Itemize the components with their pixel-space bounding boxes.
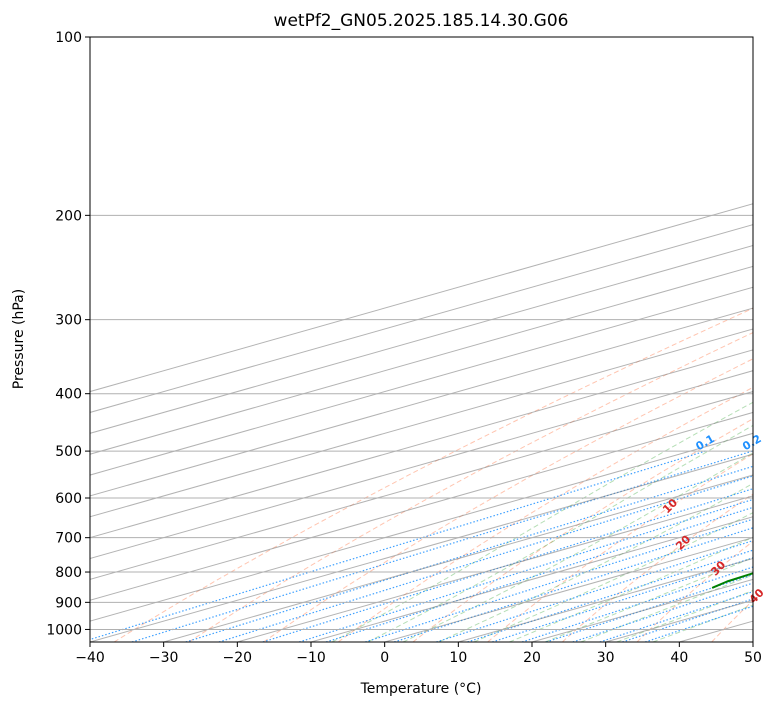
y-tick-label: 900 <box>55 595 82 611</box>
y-axis: 100 200 300 400 500 600 700 800 900 1000 <box>46 30 90 638</box>
x-axis: −40 −30 −20 −10 0 10 20 30 40 50 <box>75 642 762 666</box>
dry-adiabat <box>337 386 753 642</box>
x-tick-label: −10 <box>296 650 326 666</box>
isotherm <box>90 453 753 642</box>
pressure-gridlines <box>90 214 753 630</box>
dry-adiabat <box>561 493 753 642</box>
mixing-ratio-line <box>599 590 753 642</box>
mixing-ratio-line <box>436 539 753 642</box>
dry-adiabat <box>263 358 753 642</box>
isotherm <box>163 474 753 642</box>
x-tick-label: −20 <box>223 650 253 666</box>
mixing-ratio-line <box>325 506 753 642</box>
isotherm <box>237 495 753 642</box>
mixing-ratio-line <box>90 450 706 641</box>
isotherm <box>752 641 753 642</box>
mixing-ratio-line <box>622 598 753 642</box>
isotherm <box>90 370 753 560</box>
dry-adiabat <box>113 307 753 642</box>
isotherm <box>90 203 753 393</box>
x-tick-label: 20 <box>523 650 541 666</box>
isotherm <box>679 620 753 642</box>
isoline-label: 0.2 <box>740 432 763 453</box>
isotherm <box>90 286 753 476</box>
moist-adiabat <box>580 574 753 642</box>
x-tick-label: 40 <box>670 650 688 666</box>
y-tick-label: 100 <box>55 30 82 46</box>
x-tick-label: 30 <box>597 650 615 666</box>
x-tick-label: −30 <box>149 650 179 666</box>
isoline-labels: -100-90-80-70-60-50-40-30-20-10010203040… <box>660 432 767 606</box>
y-tick-label: 700 <box>55 531 82 547</box>
moist-adiabat <box>402 452 753 642</box>
x-tick-label: 10 <box>449 650 467 666</box>
x-tick-label: 50 <box>744 650 762 666</box>
x-tick-label: 0 <box>380 650 389 666</box>
chart-title: wetPf2_GN05.2025.185.14.30.G06 <box>274 11 569 31</box>
isoline-label: 20 <box>673 533 693 553</box>
moist-adiabat <box>509 536 753 642</box>
y-tick-label: 600 <box>55 491 82 507</box>
moist-adiabat <box>367 424 753 642</box>
temperature-profile <box>762 37 775 588</box>
mixing-ratio-line <box>572 582 753 642</box>
isotherm <box>90 411 753 601</box>
background-lines <box>90 203 753 642</box>
mixing-ratio-line <box>521 566 753 642</box>
isotherm <box>384 537 753 642</box>
isotherm <box>90 265 753 455</box>
isotherm <box>90 432 753 622</box>
y-tick-label: 800 <box>55 565 82 581</box>
mixing-ratio-line <box>262 488 753 642</box>
x-axis-label: Temperature (°C) <box>360 681 482 697</box>
y-tick-label: 400 <box>55 387 82 403</box>
dry-adiabat <box>412 418 753 642</box>
mixing-ratio-line <box>299 498 753 642</box>
isotherm <box>90 307 753 497</box>
y-tick-label: 300 <box>55 313 82 329</box>
mixing-ratio-line <box>185 465 753 642</box>
mixing-ratio-line <box>394 527 753 642</box>
mixing-ratio-line <box>365 518 753 642</box>
y-tick-label: 200 <box>55 208 82 224</box>
isotherm <box>90 328 753 518</box>
isotherm <box>90 391 753 580</box>
mixing-ratio-line <box>218 475 753 642</box>
y-tick-label: 500 <box>55 444 82 460</box>
y-tick-label: 1000 <box>46 622 82 638</box>
moist-adiabat <box>438 482 753 642</box>
dry-adiabat <box>188 332 753 642</box>
y-axis-label: Pressure (hPa) <box>11 289 27 389</box>
isotherm <box>90 224 753 413</box>
moist-adiabat <box>652 604 753 642</box>
isotherm <box>458 557 753 642</box>
x-tick-label: −40 <box>75 650 105 666</box>
isotherm <box>310 516 753 642</box>
isoline-label: 40 <box>747 586 767 606</box>
isoline-label: 0.1 <box>693 432 716 453</box>
plot-frame <box>89 36 754 643</box>
isotherm <box>90 244 753 434</box>
moist-adiabat <box>473 512 753 642</box>
